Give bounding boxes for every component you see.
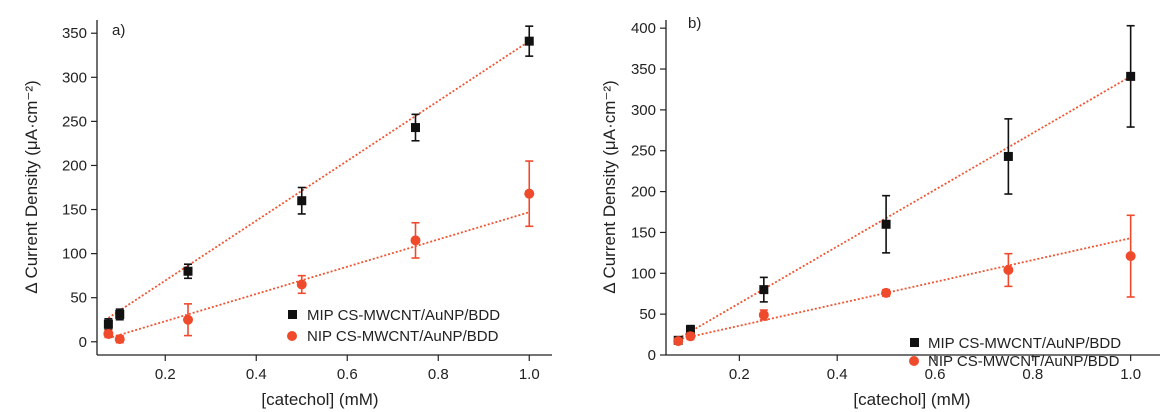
- panel-b-x-tick-label: 0.8: [1022, 366, 1043, 383]
- panel-a-y-tick-label: 250: [62, 113, 87, 130]
- panel-a-fit-line-mip: [107, 40, 530, 319]
- panel-a-point-nip: [296, 279, 307, 290]
- panel-a-legend-marker-nip: [287, 331, 297, 341]
- panel-a-legend-label-mip: MIP CS-MWCNT/AuNP/BDD: [307, 307, 500, 324]
- panel-b-legend-label-mip: MIP CS-MWCNT/AuNP/BDD: [928, 335, 1121, 352]
- panel-a-x-axis-label: [catechol] (mM): [261, 390, 378, 409]
- panel-b-y-tick-label: 100: [631, 265, 656, 282]
- panel-b-legend: MIP CS-MWCNT/AuNP/BDD NIP CS-MWCNT/AuNP/…: [909, 335, 1121, 370]
- panel-b-point-mip: [881, 219, 891, 229]
- panel-b-point-mip: [685, 325, 695, 335]
- panel-a-legend-marker-mip: [288, 310, 297, 319]
- panel-a-point-nip: [103, 328, 114, 339]
- panel-a-legend: MIP CS-MWCNT/AuNP/BDD NIP CS-MWCNT/AuNP/…: [287, 307, 500, 345]
- panel-a-y-tick-label: 100: [62, 246, 87, 263]
- panel-b-fit-line-mip: [677, 75, 1132, 340]
- panel-b-x-tick-label: 0.6: [925, 366, 946, 383]
- panel-a-x-tick-label: 0.2: [155, 366, 176, 383]
- panel-a-point-mip: [297, 196, 307, 206]
- panel-b-legend-label-nip: NIP CS-MWCNT/AuNP/BDD: [928, 353, 1120, 370]
- panel-a-fit-line-nip: [108, 211, 530, 340]
- panel-a: a) [catechol] (mM) Δ Current Density (μA…: [22, 20, 552, 409]
- panel-b-point-nip: [685, 331, 696, 342]
- panel-b-y-tick-label: 250: [631, 143, 656, 160]
- panel-a-point-mip: [183, 266, 193, 276]
- panel-a-y-tick-label: 150: [62, 202, 87, 219]
- panel-a-point-nip: [183, 314, 193, 325]
- panel-b-y-tick-label: 50: [639, 306, 656, 323]
- panel-a-y-tick-label: 350: [62, 25, 87, 42]
- panel-a-y-tick-label: 50: [70, 290, 87, 307]
- panel-b-point-nip: [1125, 251, 1136, 262]
- panel-b-x-tick-label: 0.2: [729, 366, 750, 383]
- panel-b-fit-line-nip: [678, 237, 1131, 341]
- panel-b-point-mip: [759, 285, 769, 295]
- panel-a-point-mip: [103, 319, 113, 329]
- panel-b-y-tick-label: 300: [631, 102, 656, 119]
- panel-a-y-tick-label: 0: [79, 334, 87, 351]
- panel-a-x-tick-label: 0.6: [337, 366, 358, 383]
- panel-a-legend-label-nip: NIP CS-MWCNT/AuNP/BDD: [307, 328, 499, 345]
- panel-a-x-tick-label: 1.0: [519, 366, 540, 383]
- panel-b-point-nip: [1003, 265, 1014, 276]
- panel-b-label: b): [688, 15, 701, 32]
- panel-a-y-axis-label: Δ Current Density (μA·cm⁻²): [22, 80, 41, 293]
- panel-b-y-axis-label: Δ Current Density (μA·cm⁻²): [600, 80, 619, 293]
- panel-b-y-tick-label: 400: [631, 20, 656, 37]
- panel-b-y-tick-label: 350: [631, 61, 656, 78]
- panel-b-point-nip: [673, 336, 684, 347]
- panel-b-x-tick-label: 0.4: [827, 366, 848, 383]
- panel-a-point-nip: [114, 334, 125, 345]
- panel-b-point-nip: [881, 287, 892, 298]
- panel-b-legend-marker-mip: [910, 338, 919, 347]
- panel-b-y-tick-label: 0: [648, 347, 656, 364]
- panel-a-y-tick-label: 200: [62, 157, 87, 174]
- panel-b-point-mip: [1126, 71, 1136, 81]
- panel-a-y-axis-label-text: Δ Current Density (μA·cm⁻²): [22, 80, 41, 293]
- panel-a-x-tick-label: 0.8: [428, 366, 449, 383]
- panel-a-point-nip: [524, 188, 535, 199]
- panel-b-y-tick-label: 150: [631, 224, 656, 241]
- panel-b-point-nip: [758, 309, 769, 320]
- panel-a-y-tick-label: 300: [62, 69, 87, 86]
- panel-a-point-mip: [115, 309, 125, 319]
- panel-a-label: a): [112, 22, 125, 39]
- panel-b-x-axis-label: [catechol] (mM): [853, 390, 970, 409]
- panel-a-point-mip: [411, 123, 420, 133]
- panel-a-point-nip: [410, 235, 421, 246]
- panel-b-point-mip: [1003, 151, 1013, 161]
- panel-b-legend-marker-nip: [909, 356, 919, 366]
- panel-b-y-axis-label-text: Δ Current Density (μA·cm⁻²): [600, 80, 619, 293]
- panel-a-point-mip: [524, 36, 534, 46]
- panel-b-y-tick-label: 200: [631, 184, 656, 201]
- panel-a-x-tick-label: 0.4: [246, 366, 267, 383]
- panel-b: b) [catechol] (mM) Δ Current Density (μA…: [600, 15, 1160, 409]
- panel-b-x-tick-label: 1.0: [1120, 366, 1141, 383]
